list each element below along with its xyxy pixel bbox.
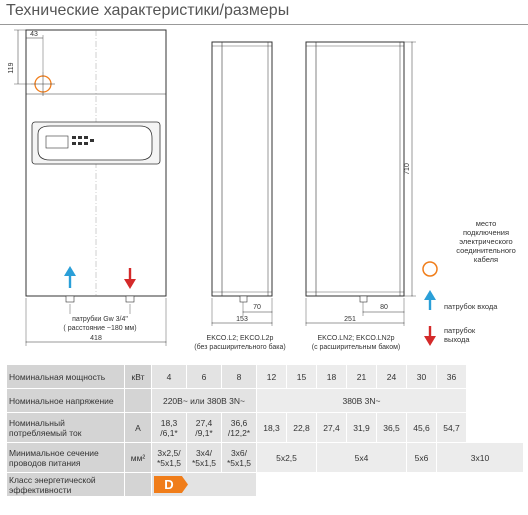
row-label: Номинальный потребляемый ток (6, 412, 125, 443)
dim-43: 43 (30, 31, 38, 38)
table-cell: 22,8 (286, 412, 317, 443)
outlet-arrow-icon (124, 279, 136, 289)
dim-153: 153 (236, 316, 248, 323)
side2-caption-line1: EKCO.LN2; EKCO.LN2p (317, 335, 394, 342)
row-unit (124, 472, 152, 497)
row-unit: А (124, 412, 152, 443)
table-cell: 3x4/ *5x1,5 (186, 442, 222, 473)
legend-inlet-icon (424, 290, 436, 300)
side1-caption-line1: EKCO.L2; EKCO.L2p (207, 335, 274, 342)
dim-418: 418 (90, 335, 102, 342)
table-cell: 18,3 (256, 412, 287, 443)
pipes-caption-line2: ( расстояние ~180 мм) (63, 325, 136, 332)
table-cell: 18 (316, 364, 347, 389)
boiler-side1-outline (211, 41, 273, 297)
dim-710: 710 (404, 163, 411, 175)
legend-cable-icon (422, 261, 438, 277)
spec-table: Номинальная мощность кВт 4 6 8 12 15 18 21 24 30 36… (6, 364, 524, 497)
table-cell: 3x10 (436, 442, 524, 473)
table-cell: 12 (256, 364, 287, 389)
table-cell: 30 (406, 364, 437, 389)
table-row: Минимальное сечение проводов питания мм² 3… (6, 442, 524, 473)
table-cell: 380В 3N~ (256, 388, 467, 413)
table-cell: 4 (151, 364, 187, 389)
table-cell: 27,4 /9,1* (186, 412, 222, 443)
table-row: Номинальное напряжение 220В~ или 380В 3N~… (6, 388, 524, 413)
pipe-stub-left (65, 295, 75, 303)
table-row: Номинальный потребляемый ток А 18,3 /6,1* 2… (6, 412, 524, 443)
boiler-side2-outline (305, 41, 405, 297)
side-view-2: 80 251 EKCO.LN2; EKCO.LN2p (с расширител… (305, 41, 416, 351)
table-cell: 5x4 (316, 442, 407, 473)
energy-class-cell: D (151, 472, 257, 497)
row-label: Номинальное напряжение (6, 388, 125, 413)
title-divider (0, 24, 528, 25)
table-row: Номинальная мощность кВт 4 6 8 12 15 18 21 24 30 36 (6, 364, 524, 389)
table-cell: 31,9 (346, 412, 377, 443)
legend-inlet-text: патрубок входа (444, 302, 498, 311)
side2-caption-line2: (с расширительным баком) (312, 343, 400, 351)
dim-251: 251 (344, 316, 356, 323)
legend-cable-text: место подключения электрического соедини… (456, 219, 516, 264)
dim-119: 119 (8, 62, 15, 73)
table-cell: 45,6 (406, 412, 437, 443)
control-buttons-icon (72, 136, 94, 145)
dim-80: 80 (380, 304, 388, 311)
table-cell: 27,4 (316, 412, 347, 443)
legend-outlet-icon (424, 336, 436, 346)
row-unit: кВт (124, 364, 152, 389)
pipe-stub-right (125, 295, 135, 303)
table-cell: 15 (286, 364, 317, 389)
table-cell: 54,7 (436, 412, 467, 443)
table-cell: 3x2,5/ *5x1,5 (151, 442, 187, 473)
table-cell: 8 (221, 364, 257, 389)
energy-class-badge: D (154, 476, 188, 493)
front-view: 43 119 патрубки Gw 3/4" ( расстояние ~18… (8, 29, 167, 346)
inlet-arrow-icon (64, 266, 76, 276)
table-cell: 5x2,5 (256, 442, 317, 473)
table-cell: 5x6 (406, 442, 437, 473)
row-unit: мм² (124, 442, 152, 473)
table-cell: 21 (346, 364, 377, 389)
pipes-caption-line1: патрубки Gw 3/4" (72, 315, 128, 323)
row-unit (124, 388, 152, 413)
table-cell: 36,6 /12,2* (221, 412, 257, 443)
table-cell: 18,3 /6,1* (151, 412, 187, 443)
table-cell: 36,5 (376, 412, 407, 443)
table-cell: 3x6/ *5x1,5 (221, 442, 257, 473)
legend-outlet-text: патрубок выхода (444, 326, 476, 344)
side-view-1: 70 153 EKCO.L2; EKCO.L2p (без расширител… (194, 41, 286, 351)
display-icon (45, 135, 69, 149)
empty-cell (256, 472, 467, 497)
table-cell: 6 (186, 364, 222, 389)
table-cell: 220В~ или 380В 3N~ (151, 388, 257, 413)
page-title: Технические характеристики/размеры (6, 2, 290, 19)
table-cell: 36 (436, 364, 467, 389)
row-label: Номинальная мощность (6, 364, 125, 389)
dimension-drawing: 43 119 патрубки Gw 3/4" ( расстояние ~18… (8, 29, 438, 351)
table-row: Класс энергетической эффективности D (6, 472, 524, 497)
row-label: Класс энергетической эффективности (6, 472, 125, 497)
table-cell: 24 (376, 364, 407, 389)
row-label: Минимальное сечение проводов питания (6, 442, 125, 473)
side1-caption-line2: (без расширительного бака) (194, 343, 285, 351)
dim-70: 70 (253, 304, 261, 311)
